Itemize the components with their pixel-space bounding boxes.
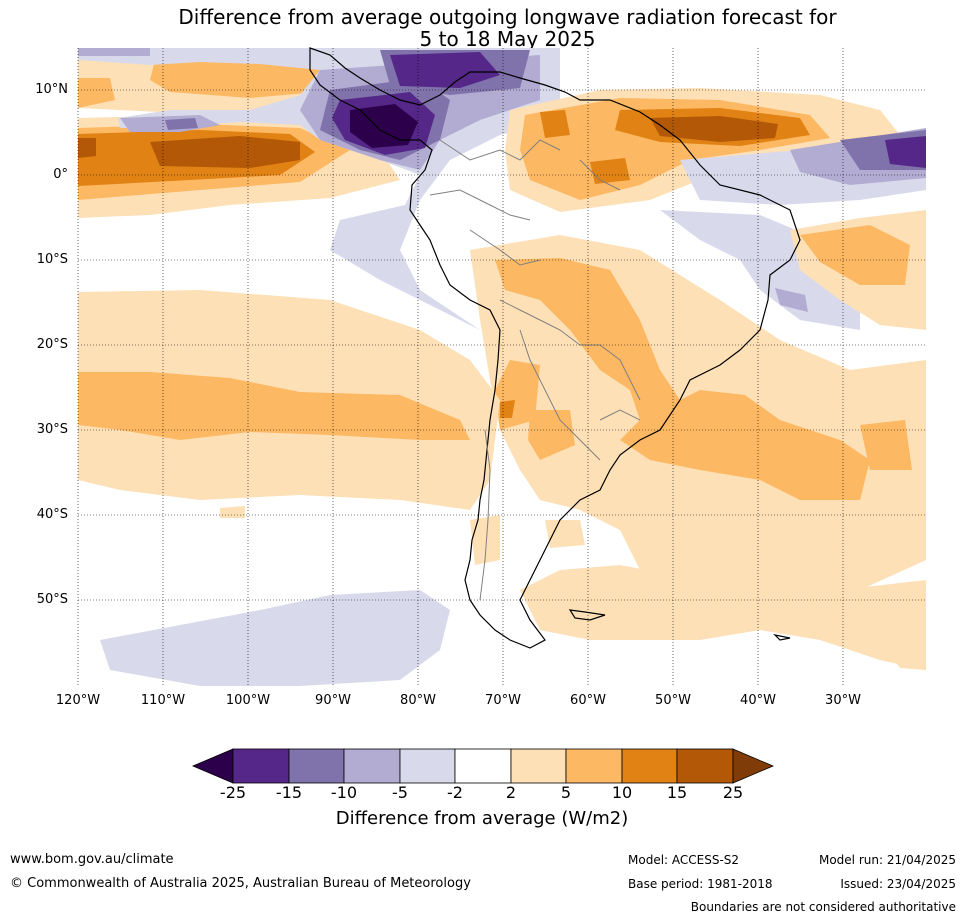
colorbar-tick: 10	[611, 783, 633, 802]
lon-label-60w: 60°W	[570, 693, 606, 708]
lon-label-50w: 50°W	[655, 693, 691, 708]
anomaly-region	[528, 410, 575, 460]
anomaly-region	[500, 400, 515, 418]
lon-label-80w: 80°W	[400, 693, 436, 708]
lon-label-40w: 40°W	[740, 693, 776, 708]
anomaly-region	[860, 420, 912, 470]
anomaly-region	[650, 116, 778, 142]
olr-anomaly-field	[78, 48, 926, 686]
issued-date: Issued: 23/04/2025	[840, 877, 956, 891]
model-name: Model: ACCESS-S2	[628, 853, 740, 867]
website-link[interactable]: www.bom.gov.au/climate	[10, 852, 174, 867]
anomaly-region	[545, 520, 585, 548]
anomaly-region	[590, 158, 630, 184]
boundaries-disclaimer: Boundaries are not considered authoritat…	[690, 900, 956, 914]
lon-label-90w: 90°W	[315, 693, 351, 708]
anomaly-region	[78, 78, 115, 108]
anomaly-region	[150, 58, 320, 98]
anomaly-region	[495, 258, 870, 500]
colorbar-segment	[288, 748, 345, 784]
graticule	[77, 48, 926, 686]
lon-label-70w: 70°W	[485, 693, 521, 708]
lat-label-50s: 50°S	[36, 592, 68, 607]
map-title-line-1: Difference from average outgoing longwav…	[178, 5, 837, 29]
colorbar-title: Difference from average (W/m2)	[335, 808, 629, 829]
lon-label-120w: 120°W	[55, 693, 101, 708]
anomaly-region	[350, 104, 418, 148]
colorbar-segment	[454, 748, 512, 784]
colorbar-segment	[343, 748, 401, 784]
lat-label-30s: 30°S	[36, 422, 68, 437]
lat-label-20s: 20°S	[36, 337, 68, 352]
colorbar-segment	[565, 748, 623, 784]
anomaly-region	[880, 630, 926, 670]
colorbar-tick: -25	[219, 783, 247, 802]
anomaly-region	[165, 118, 198, 130]
map-title-line-2: 5 to 18 May 2025	[419, 27, 596, 51]
copyright-text: © Commonwealth of Australia 2025, Austra…	[10, 876, 471, 891]
colorbar-tick: 2	[505, 783, 517, 802]
anomaly-region	[775, 288, 808, 312]
anomaly-region	[220, 506, 245, 518]
colorbar-tick: -15	[275, 783, 303, 802]
colorbar-segment	[621, 748, 678, 784]
lon-label-30w: 30°W	[825, 693, 861, 708]
colorbar-segment	[232, 748, 290, 784]
anomaly-region	[800, 225, 910, 285]
colorbar-arrow-high	[732, 748, 775, 784]
anomaly-region	[540, 110, 570, 138]
lat-label-40s: 40°S	[36, 507, 68, 522]
lat-label-0: 0°	[53, 167, 68, 182]
colorbar-arrow-low	[191, 748, 234, 784]
anomaly-region	[885, 136, 926, 168]
colorbar-tick: -2	[447, 783, 463, 802]
lat-label-10n: 10°N	[35, 82, 68, 97]
colorbar-segment	[510, 748, 567, 784]
colorbar-segment	[676, 748, 734, 784]
anomaly-region	[78, 48, 150, 56]
colorbar-tick: 25	[722, 783, 744, 802]
model-run-date: Model run: 21/04/2025	[818, 853, 956, 867]
colorbar-tick: -10	[330, 783, 358, 802]
anomaly-region	[520, 565, 926, 670]
coastlines	[309, 47, 801, 649]
colorbar-tick: 5	[560, 783, 572, 802]
anomaly-region	[78, 372, 470, 440]
colorbar-segment	[399, 748, 456, 784]
country-borders	[429, 139, 641, 601]
colorbar-tick: 15	[666, 783, 688, 802]
anomaly-region	[100, 590, 450, 686]
anomaly-region	[390, 52, 500, 88]
lon-label-110w: 110°W	[140, 693, 186, 708]
anomaly-region	[150, 136, 300, 168]
anomaly-region	[78, 138, 96, 158]
lat-label-10s: 10°S	[36, 252, 68, 267]
lon-label-100w: 100°W	[225, 693, 271, 708]
colorbar-tick: -5	[392, 783, 408, 802]
anomaly-region	[470, 515, 500, 565]
base-period: Base period: 1981-2018	[628, 877, 773, 891]
